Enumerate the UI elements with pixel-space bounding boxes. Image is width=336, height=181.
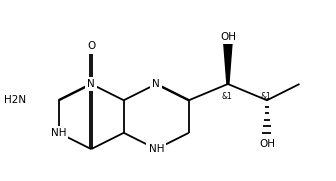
Text: &1: &1 [221,92,232,101]
Polygon shape [224,42,232,84]
Text: N: N [153,79,160,89]
Text: NH: NH [51,128,67,138]
Text: OH: OH [220,32,236,42]
Text: N: N [87,79,95,89]
Text: OH: OH [259,139,275,149]
Text: &1: &1 [260,92,271,101]
Text: H2N: H2N [4,95,26,105]
Text: NH: NH [149,144,164,154]
Text: O: O [87,41,95,51]
